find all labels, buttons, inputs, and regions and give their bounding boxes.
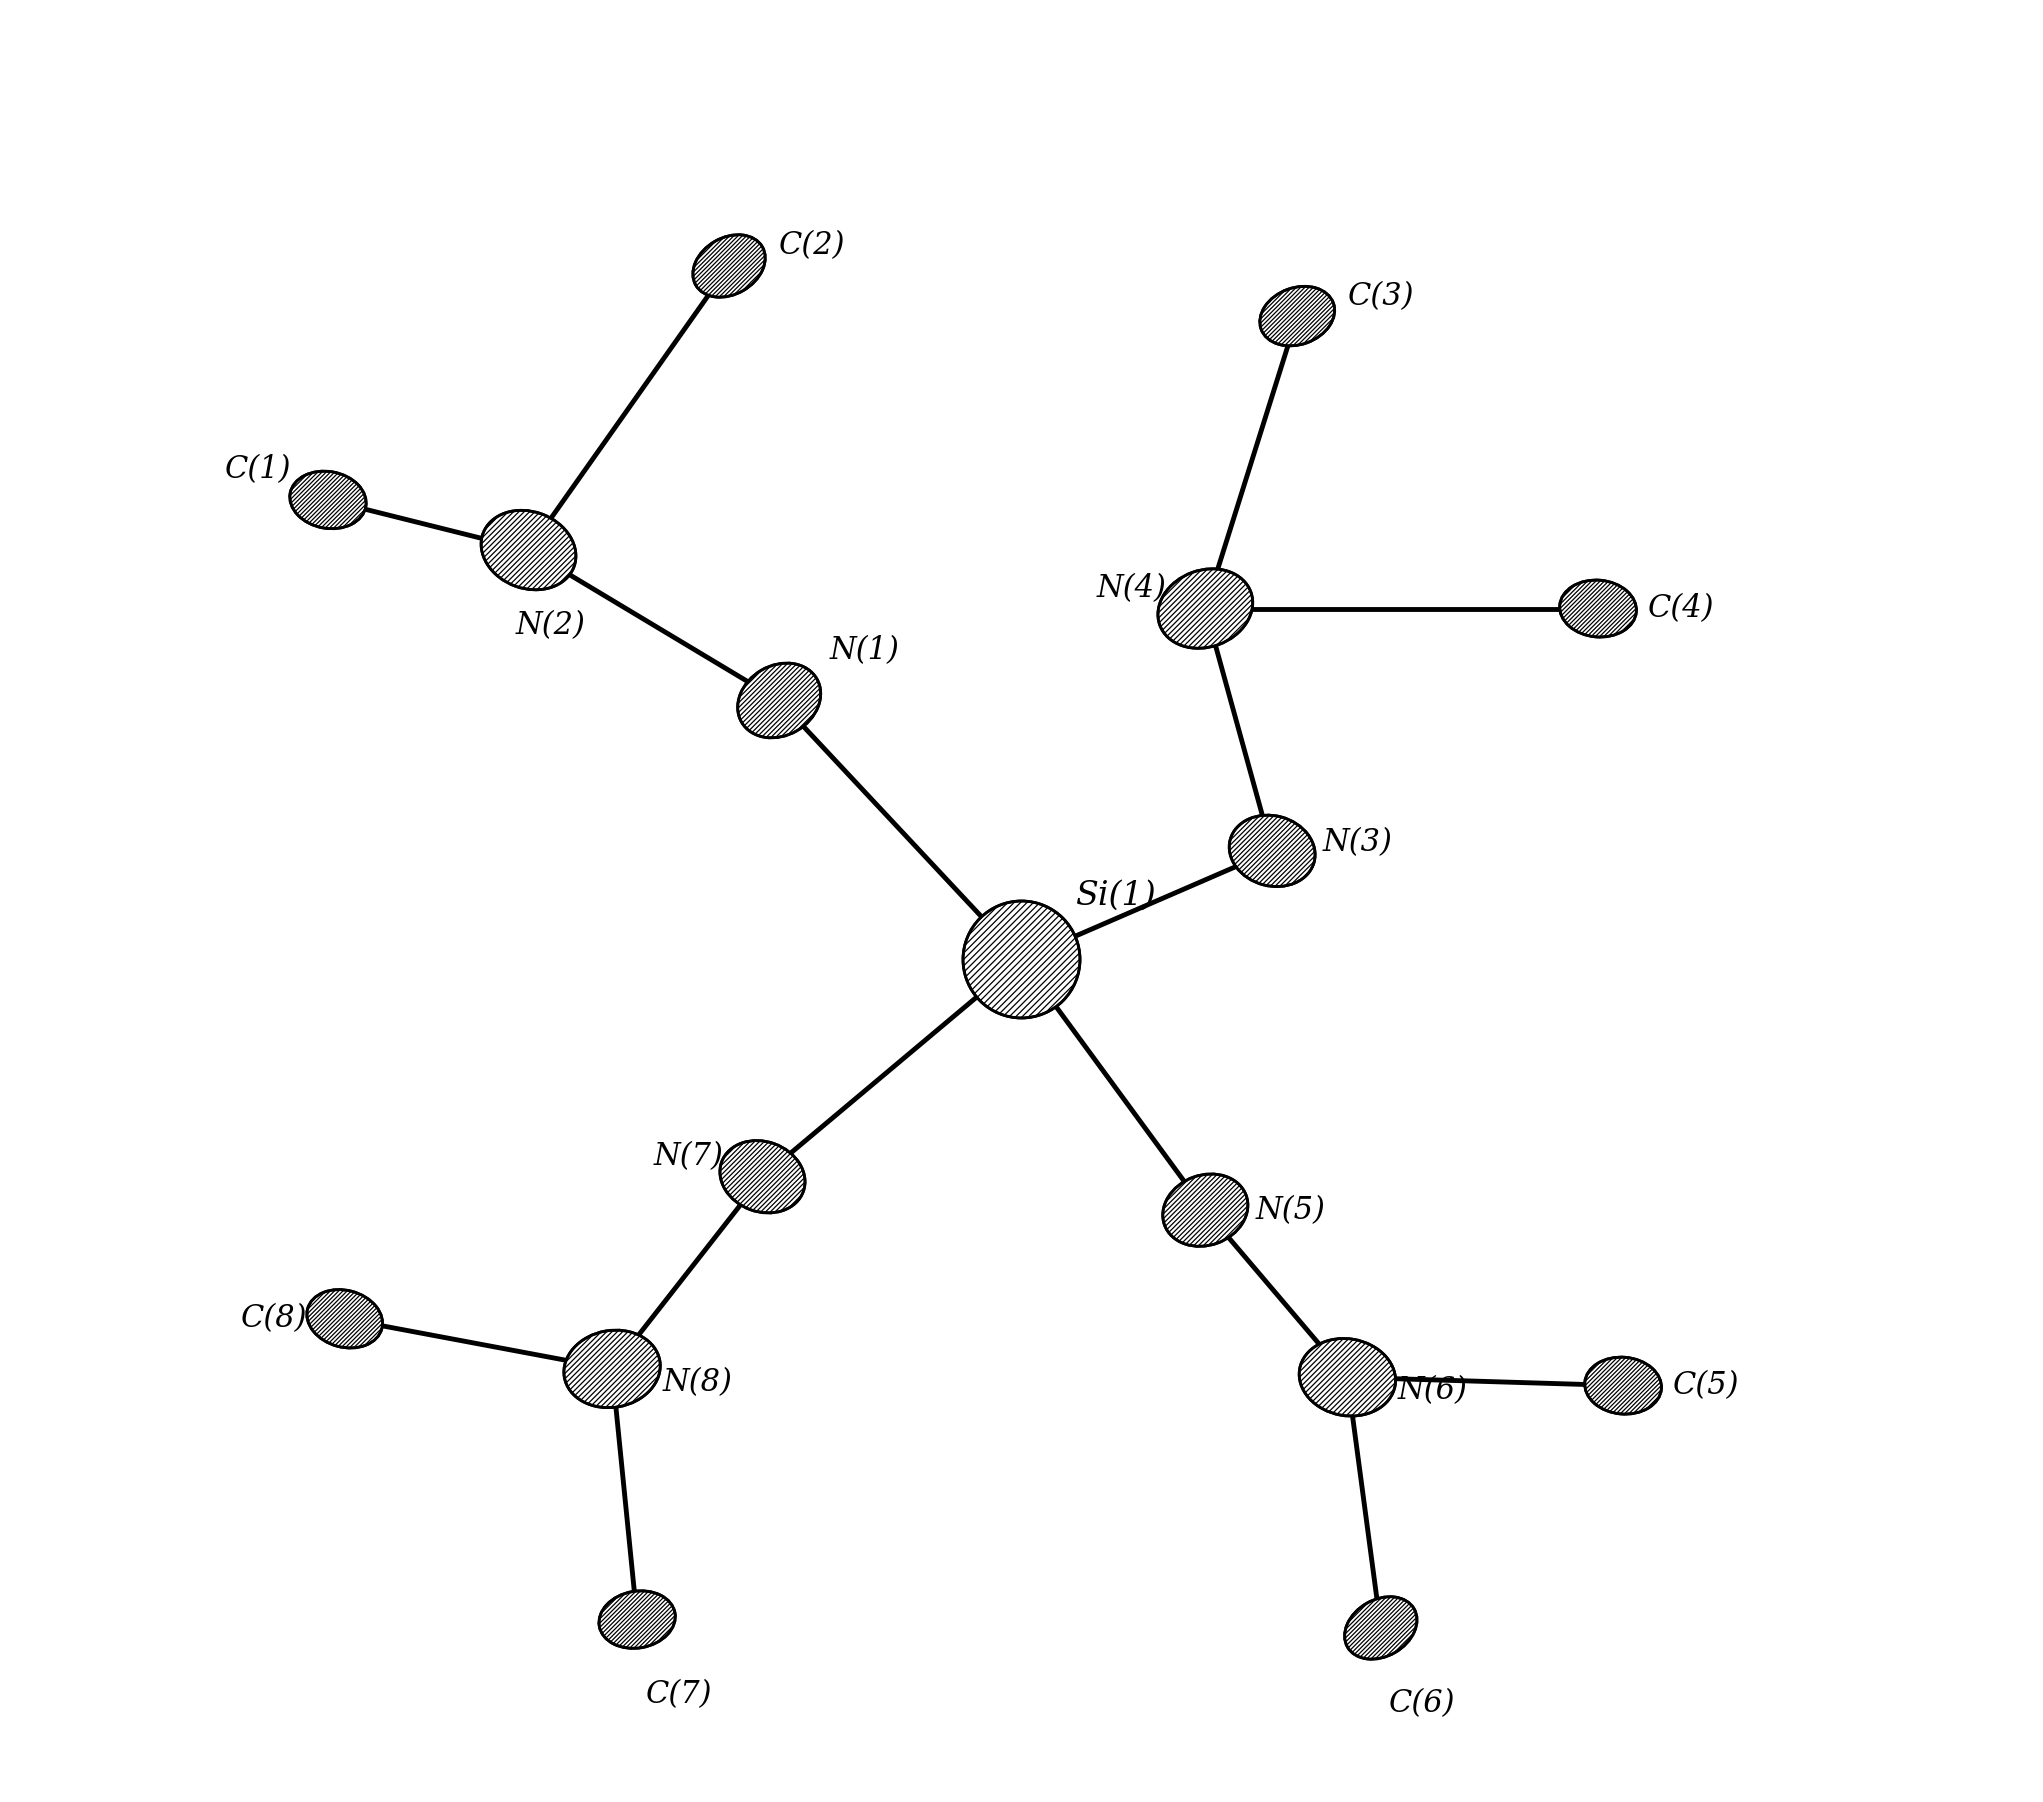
Text: C(5): C(5) [1673, 1370, 1741, 1402]
Ellipse shape [1230, 815, 1316, 887]
Ellipse shape [306, 1290, 382, 1348]
Ellipse shape [1162, 1173, 1248, 1247]
Ellipse shape [1299, 1339, 1395, 1416]
Text: C(2): C(2) [778, 231, 846, 261]
Text: C(4): C(4) [1649, 593, 1714, 623]
Ellipse shape [1559, 580, 1636, 638]
Ellipse shape [1585, 1357, 1661, 1415]
Text: Si(1): Si(1) [1075, 879, 1156, 912]
Ellipse shape [1261, 287, 1334, 346]
Text: C(3): C(3) [1348, 281, 1414, 312]
Text: N(5): N(5) [1256, 1195, 1326, 1225]
Ellipse shape [1344, 1597, 1418, 1660]
Text: N(7): N(7) [654, 1141, 723, 1171]
Ellipse shape [962, 901, 1081, 1018]
Text: N(1): N(1) [829, 634, 899, 665]
Text: C(8): C(8) [241, 1303, 308, 1333]
Text: N(8): N(8) [662, 1366, 731, 1398]
Text: N(6): N(6) [1397, 1375, 1467, 1406]
Text: C(7): C(7) [646, 1679, 713, 1710]
Ellipse shape [719, 1141, 805, 1213]
Ellipse shape [599, 1591, 676, 1649]
Text: C(6): C(6) [1389, 1688, 1457, 1719]
Ellipse shape [480, 510, 576, 589]
Text: C(1): C(1) [225, 454, 290, 485]
Ellipse shape [290, 470, 366, 528]
Ellipse shape [564, 1330, 660, 1407]
Text: N(2): N(2) [515, 609, 584, 642]
Ellipse shape [693, 234, 766, 297]
Ellipse shape [1158, 569, 1252, 649]
Text: N(4): N(4) [1097, 573, 1167, 604]
Text: N(3): N(3) [1322, 827, 1391, 858]
Ellipse shape [738, 663, 821, 737]
